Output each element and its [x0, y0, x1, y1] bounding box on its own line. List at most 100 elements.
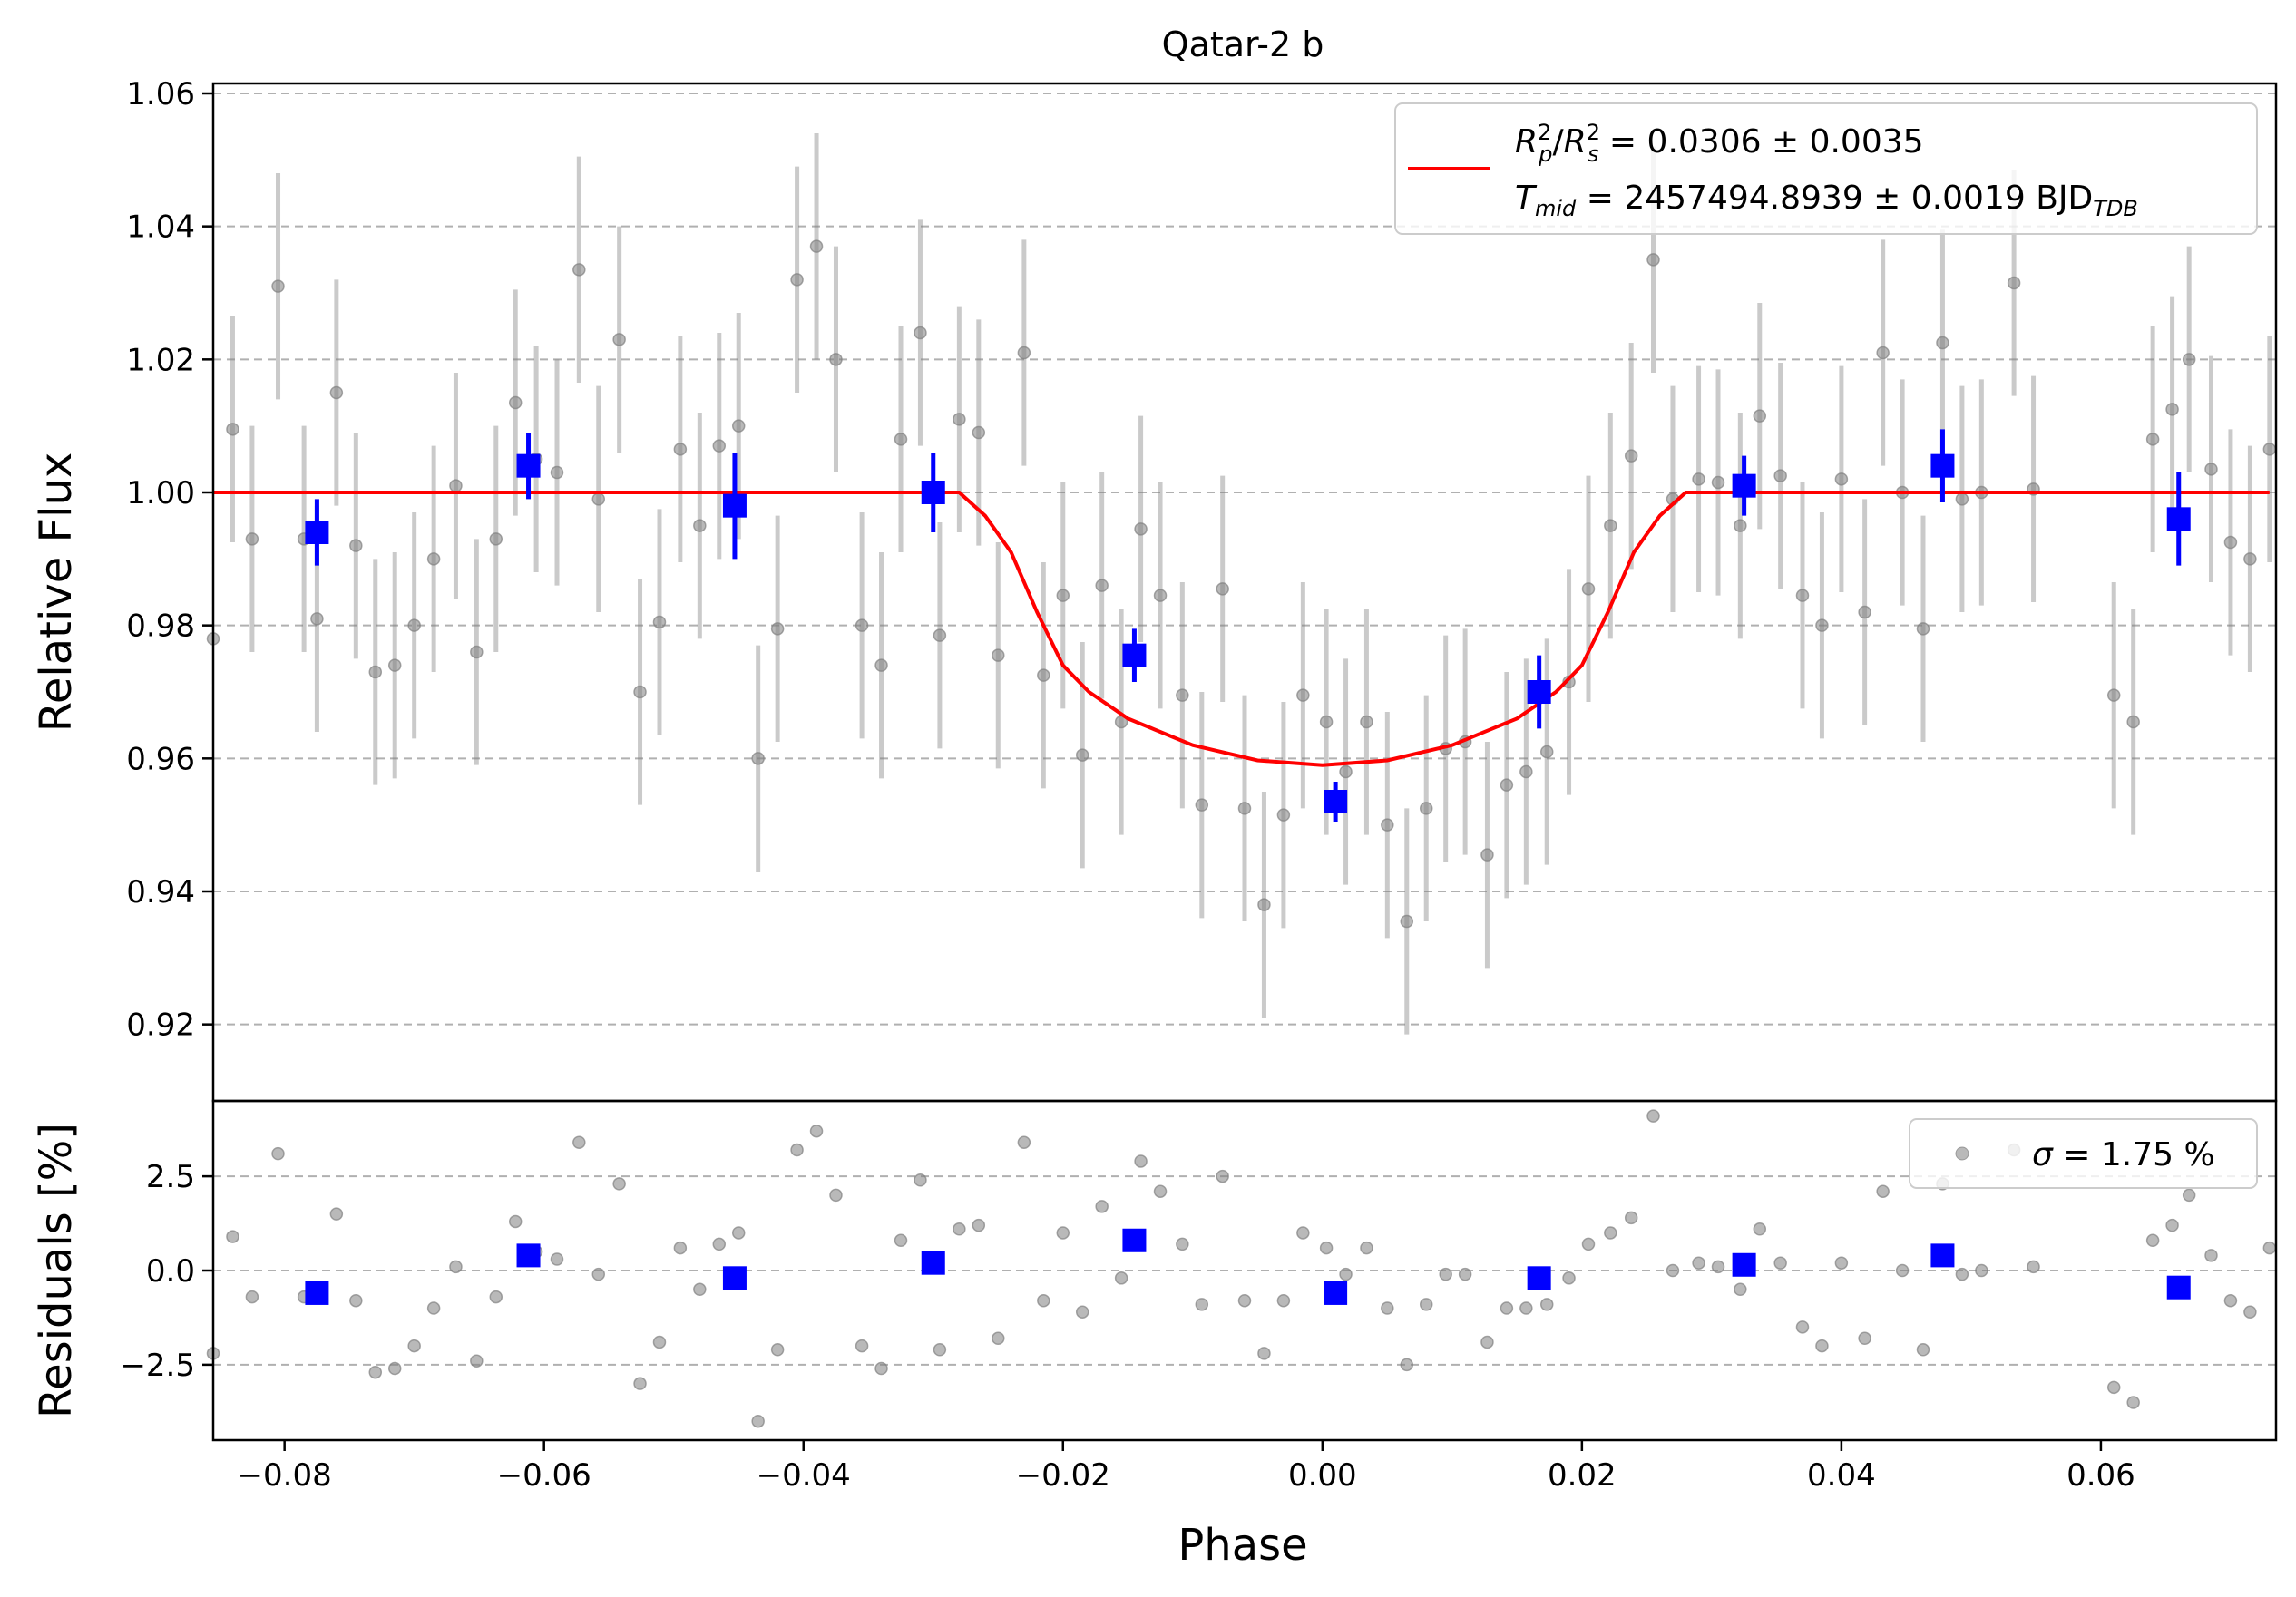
binned-point: [722, 493, 747, 518]
unbinned-point: [1646, 253, 1660, 267]
residual-point: [387, 1361, 402, 1376]
residual-point: [349, 1293, 363, 1308]
unbinned-point: [2126, 715, 2140, 729]
residual-point: [992, 1331, 1005, 1346]
residual-point: [874, 1361, 888, 1376]
residual-point: [1195, 1298, 1209, 1311]
unbinned-point: [508, 395, 523, 410]
unbinned-point: [1134, 522, 1148, 536]
binned-residual-point: [1930, 1243, 1955, 1268]
residual-point: [271, 1146, 285, 1161]
binned-point: [1527, 680, 1551, 704]
binned-residual-point: [1732, 1252, 1756, 1277]
unbinned-point: [1834, 472, 1849, 486]
residual-point: [914, 1173, 927, 1187]
top-ytick-label: 1.00: [126, 475, 195, 511]
binned-residual-point: [516, 1243, 541, 1268]
unbinned-point: [1955, 492, 1969, 506]
residual-point: [1876, 1184, 1890, 1198]
binned-residual-point: [722, 1266, 747, 1290]
bottom-unbinned-points: [206, 1109, 2277, 1428]
unbinned-point: [349, 539, 363, 552]
residual-point: [1916, 1343, 1930, 1357]
unbinned-point: [633, 685, 647, 699]
unbinned-point: [751, 752, 765, 765]
residual-point: [633, 1377, 647, 1390]
residual-point: [1581, 1237, 1596, 1251]
residual-point: [1562, 1271, 1576, 1285]
unbinned-point: [226, 423, 239, 436]
legend-residual-marker: [1955, 1146, 1969, 1161]
unbinned-point: [1624, 449, 1638, 463]
xtick-label: −0.02: [1016, 1457, 1110, 1494]
residual-point: [1895, 1263, 1910, 1278]
unbinned-point: [1216, 582, 1229, 596]
residual-point: [1216, 1169, 1229, 1183]
unbinned-point: [1153, 589, 1168, 602]
unbinned-point: [1519, 764, 1533, 779]
residual-point: [1666, 1263, 1680, 1278]
unbinned-point: [1095, 579, 1109, 592]
top-y-axis-label: Relative Flux: [31, 453, 82, 733]
residual-point: [829, 1188, 843, 1203]
legend-sigma-value: 1.75 %: [2101, 1136, 2215, 1173]
residual-point: [1114, 1271, 1128, 1285]
xtick-label: 0.02: [1548, 1457, 1617, 1494]
unbinned-point: [1339, 764, 1353, 779]
unbinned-point: [1858, 605, 1871, 619]
unbinned-point: [368, 665, 383, 679]
unbinned-point: [2145, 433, 2160, 446]
bottom-y-axis-label: Residuals [%]: [31, 1123, 82, 1418]
bottom-ytick-label: 2.5: [146, 1159, 195, 1195]
residual-point: [407, 1339, 421, 1353]
residual-point: [550, 1252, 564, 1266]
binned-residual-point: [1122, 1228, 1147, 1252]
legend-tmid-line: Tmid = 2457494.8939 ± 0.0019 BJDTDB: [1515, 180, 2138, 221]
residual-point: [1176, 1237, 1189, 1251]
transit-model-curve: [213, 491, 2270, 767]
unbinned-point: [2165, 403, 2179, 416]
residual-point: [470, 1354, 484, 1368]
residual-point: [1773, 1256, 1787, 1270]
unbinned-point: [2007, 276, 2021, 290]
residual-point: [449, 1260, 463, 1274]
legend-rp-rs-value: 0.0306 ± 0.0035: [1647, 123, 1924, 161]
legend-tmid-unit: BJD: [2036, 180, 2093, 217]
residual-point: [1753, 1222, 1767, 1236]
chart-title: Qatar-2 b: [1162, 24, 1324, 64]
residual-point: [1400, 1358, 1414, 1372]
unbinned-point: [550, 465, 564, 480]
unbinned-point: [2204, 463, 2218, 476]
bottom-legend: σ = 1.75 %: [1909, 1118, 2258, 1189]
unbinned-point: [1037, 668, 1050, 682]
unbinned-point: [855, 618, 869, 632]
top-ytick-label: 1.06: [126, 76, 195, 112]
residual-point: [2165, 1218, 2179, 1232]
unbinned-point: [2243, 552, 2257, 566]
residual-point: [1604, 1226, 1617, 1240]
unbinned-point: [1017, 346, 1031, 360]
residual-point: [1646, 1109, 1660, 1123]
residual-point: [2027, 1260, 2040, 1274]
residual-point: [2243, 1305, 2257, 1319]
residual-point: [1624, 1211, 1638, 1225]
residual-point: [2262, 1241, 2277, 1255]
residual-point: [2204, 1249, 2218, 1262]
top-legend: R2 p/R2 s = 0.0306 ± 0.0035 Tmid = 2457494…: [1394, 102, 2258, 235]
binned-residual-point: [1527, 1266, 1551, 1290]
residual-point: [1075, 1305, 1089, 1319]
binned-point: [1930, 453, 1955, 478]
binned-point: [1122, 643, 1147, 667]
binned-residual-point: [305, 1281, 329, 1305]
unbinned-point: [1480, 848, 1494, 862]
unbinned-point: [489, 532, 503, 546]
unbinned-point: [1692, 472, 1705, 486]
unbinned-point: [1296, 688, 1310, 702]
binned-point: [305, 521, 329, 544]
unbinned-point: [1319, 715, 1334, 729]
unbinned-point: [1500, 778, 1514, 792]
residual-point: [1276, 1293, 1291, 1308]
residual-point: [809, 1124, 824, 1138]
